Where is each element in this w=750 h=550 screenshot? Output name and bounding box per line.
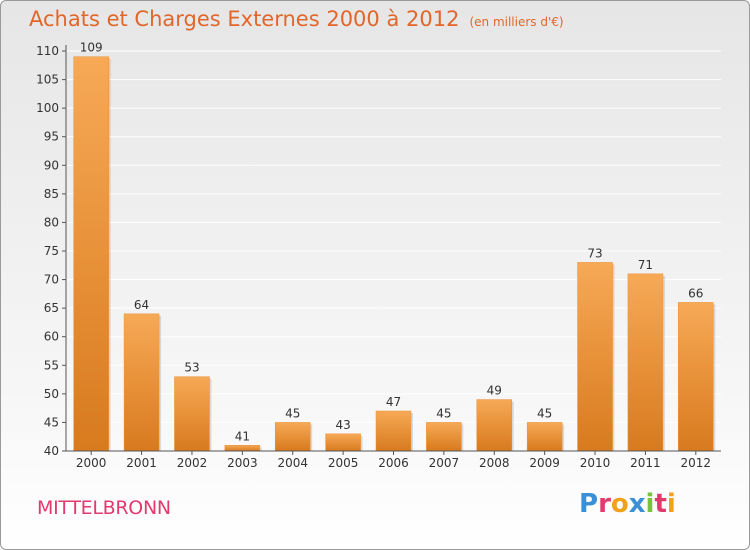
x-tick-label: 2007 bbox=[429, 456, 460, 470]
logo-letter: i bbox=[666, 489, 676, 519]
bar bbox=[375, 410, 412, 452]
data-label: 64 bbox=[134, 298, 149, 312]
logo-letter: o bbox=[610, 489, 629, 519]
data-label: 41 bbox=[235, 429, 250, 443]
x-tick-label: 2000 bbox=[76, 456, 107, 470]
bar bbox=[174, 376, 210, 452]
y-tick-label: 95 bbox=[44, 130, 59, 144]
y-tick-label: 85 bbox=[44, 187, 59, 201]
logo-letter: i bbox=[645, 489, 655, 519]
grid-layer bbox=[66, 50, 721, 452]
data-label: 109 bbox=[80, 41, 103, 55]
bar bbox=[224, 445, 261, 452]
x-tick-label: 2002 bbox=[177, 456, 208, 470]
bar bbox=[627, 273, 664, 452]
x-tick-label: 2012 bbox=[681, 456, 712, 470]
x-tick-label: 2004 bbox=[277, 456, 308, 470]
y-tick-label: 55 bbox=[44, 358, 59, 372]
proxiti-logo: Proxiti bbox=[579, 489, 676, 519]
data-label: 66 bbox=[688, 286, 703, 300]
y-tick-label: 100 bbox=[36, 101, 59, 115]
bar bbox=[426, 422, 462, 452]
data-label: 45 bbox=[537, 406, 552, 420]
x-tick-label: 2010 bbox=[580, 456, 611, 470]
x-tick-label: 2009 bbox=[529, 456, 560, 470]
x-tick-label: 2008 bbox=[479, 456, 510, 470]
bar bbox=[73, 56, 109, 452]
bar bbox=[123, 313, 160, 452]
x-tick-label: 2006 bbox=[378, 456, 409, 470]
bar bbox=[274, 422, 311, 452]
y-tick-label: 75 bbox=[44, 244, 59, 258]
data-label: 43 bbox=[335, 418, 350, 432]
y-tick-label: 105 bbox=[36, 73, 59, 87]
bar bbox=[476, 399, 513, 452]
commune-name: MITTELBRONN bbox=[37, 497, 171, 519]
bar bbox=[577, 262, 613, 452]
data-label: 45 bbox=[436, 406, 451, 420]
x-tick-label: 2011 bbox=[630, 456, 661, 470]
data-label: 47 bbox=[386, 395, 401, 409]
axis-layer: 40 45 50 55 60 65 70 75 80 85 90 95 100 105 110 bbox=[36, 44, 721, 458]
logo-letter: x bbox=[628, 489, 646, 519]
bars-layer bbox=[73, 56, 716, 452]
bar bbox=[325, 433, 361, 452]
labels-layer: 109 2000 64 2001 53 2002 41 2003 45 2004 43 2005 47 2… bbox=[76, 41, 711, 470]
logo-letter: r bbox=[598, 489, 611, 519]
bar bbox=[678, 302, 714, 452]
data-label: 73 bbox=[587, 246, 602, 260]
data-label: 45 bbox=[285, 406, 300, 420]
chart-title: Achats et Charges Externes 2000 à 2012 (e… bbox=[29, 7, 564, 31]
data-label: 49 bbox=[487, 384, 502, 398]
y-tick-label: 80 bbox=[44, 215, 59, 229]
y-tick-label: 40 bbox=[44, 444, 59, 458]
y-tick-label: 110 bbox=[36, 44, 59, 58]
x-tick-label: 2003 bbox=[227, 456, 258, 470]
x-tick-label: 2001 bbox=[126, 456, 157, 470]
logo-letter: P bbox=[579, 489, 599, 519]
chart-subtitle: (en milliers d'€) bbox=[469, 15, 564, 29]
y-tick-label: 50 bbox=[44, 387, 59, 401]
bar bbox=[526, 422, 563, 452]
data-label: 71 bbox=[638, 258, 653, 272]
y-tick-label: 70 bbox=[44, 273, 59, 287]
logo-letter: t bbox=[654, 489, 667, 519]
y-tick-label: 45 bbox=[44, 415, 59, 429]
y-tick-label: 90 bbox=[44, 158, 59, 172]
y-tick-label: 60 bbox=[44, 330, 59, 344]
data-label: 53 bbox=[184, 361, 199, 375]
y-tick-label: 65 bbox=[44, 301, 59, 315]
x-tick-label: 2005 bbox=[328, 456, 359, 470]
